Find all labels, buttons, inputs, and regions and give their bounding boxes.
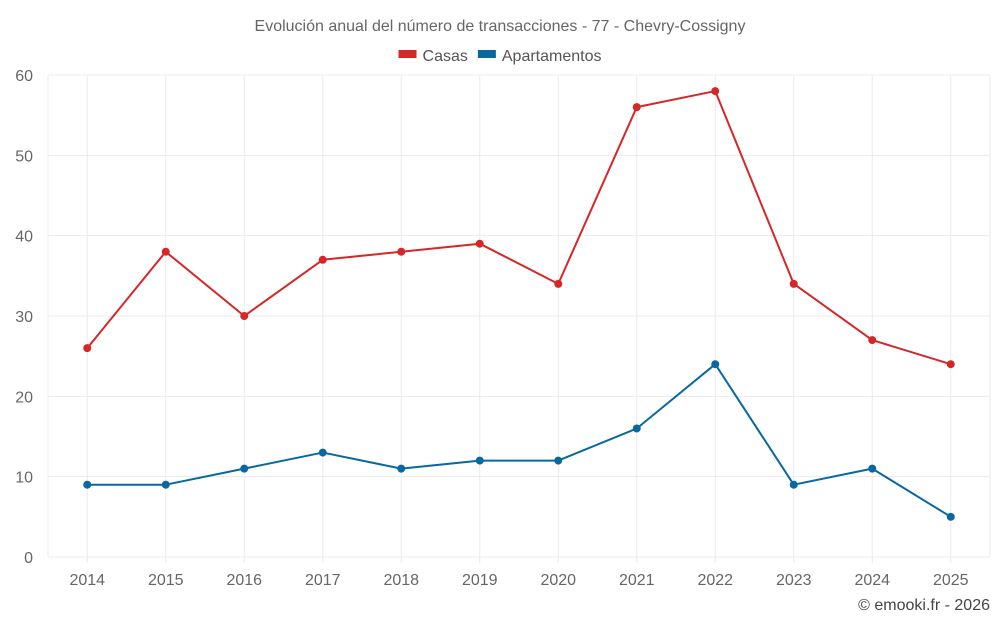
data-point — [632, 424, 641, 433]
data-point — [475, 239, 484, 248]
data-point — [711, 360, 720, 369]
x-tick-label: 2023 — [776, 572, 812, 589]
x-axis: 2014 2015 2016 2017 2018 2019 2020 2021 2022 2023… — [69, 572, 968, 589]
legend-label: Casas — [423, 48, 468, 65]
legend-swatch — [398, 50, 417, 58]
series-line — [86, 90, 952, 366]
data-point — [161, 480, 170, 489]
x-tick-label: 2015 — [148, 572, 184, 589]
y-tick-label: 10 — [15, 470, 33, 487]
data-point — [554, 456, 563, 465]
x-tick-label: 2019 — [462, 572, 498, 589]
data-point — [868, 336, 877, 345]
data-point — [318, 448, 327, 457]
series-casas — [83, 87, 955, 369]
x-tick-label: 2014 — [69, 572, 105, 589]
x-tick-label: 2022 — [697, 572, 733, 589]
x-tick-label: 2020 — [540, 572, 576, 589]
y-tick-label: 0 — [24, 550, 33, 567]
x-tick-label: 2017 — [305, 572, 341, 589]
data-point — [318, 255, 327, 264]
legend-label: Apartamentos — [502, 48, 602, 65]
legend-swatch — [477, 50, 496, 58]
data-point — [240, 464, 249, 473]
y-tick-label: 20 — [15, 389, 33, 406]
y-tick-label: 60 — [15, 68, 33, 85]
data-point — [161, 247, 170, 256]
x-tick-label: 2016 — [226, 572, 262, 589]
x-tick-label: 2025 — [933, 572, 969, 589]
credit-text: © emooki.fr - 2026 — [858, 597, 990, 614]
x-tick-label: 2018 — [383, 572, 419, 589]
grid — [47, 74, 991, 563]
legend-item-casas: Casas — [398, 48, 468, 65]
x-tick-label: 2024 — [854, 572, 890, 589]
legend-item-apartamentos: Apartamentos — [477, 48, 602, 65]
data-point — [397, 247, 406, 256]
legend: Casas Apartamentos — [398, 48, 602, 65]
data-point — [475, 456, 484, 465]
data-point — [789, 480, 798, 489]
data-point — [868, 464, 877, 473]
data-point — [554, 279, 563, 288]
data-point — [397, 464, 406, 473]
data-point — [240, 312, 249, 320]
y-tick-label: 50 — [15, 148, 33, 165]
data-point — [789, 279, 798, 288]
data-point — [946, 512, 955, 521]
series-line — [87, 363, 952, 518]
y-tick-label: 30 — [15, 309, 33, 326]
series-apartamentos — [83, 360, 955, 521]
data-point — [946, 360, 955, 369]
data-point — [711, 87, 720, 96]
data-point — [83, 344, 92, 353]
y-tick-label: 40 — [15, 229, 33, 246]
chart-title: Evolución anual del número de transaccio… — [255, 18, 746, 35]
data-point — [83, 480, 92, 489]
data-point — [632, 103, 641, 112]
y-axis: 0 10 20 30 40 50 60 — [15, 68, 33, 567]
series-group — [83, 87, 955, 521]
x-tick-label: 2021 — [619, 572, 655, 589]
